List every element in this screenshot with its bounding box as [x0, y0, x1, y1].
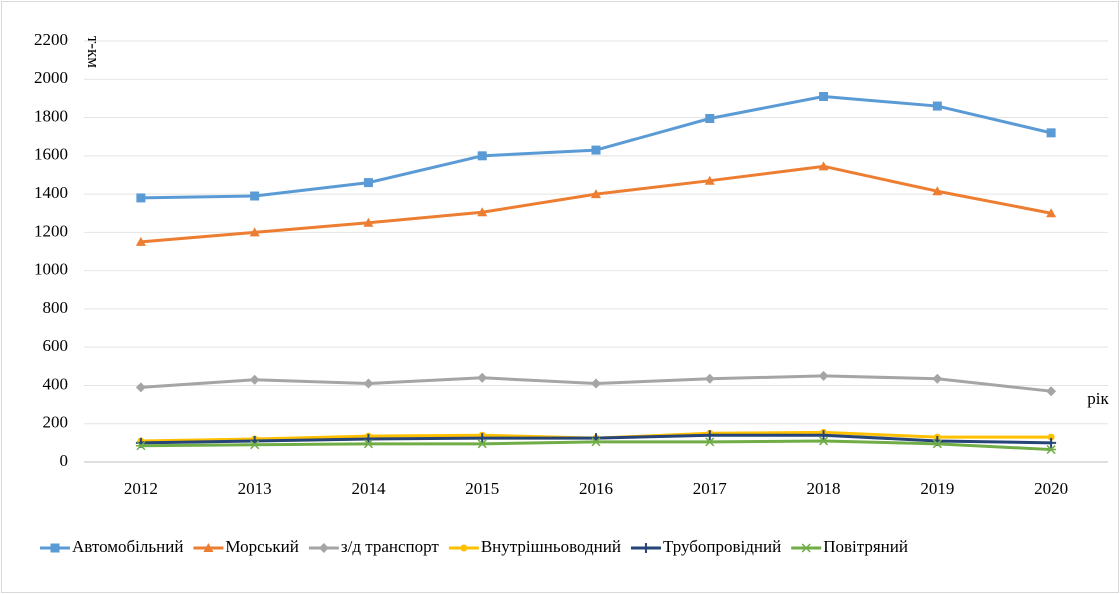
marker [135, 382, 146, 393]
marker [1046, 208, 1057, 218]
x-tick-label: 2016 [579, 479, 613, 498]
marker [818, 436, 829, 446]
marker [1046, 128, 1056, 138]
marker [705, 114, 715, 124]
y-tick-label: 2200 [34, 30, 68, 49]
marker [640, 543, 651, 553]
marker [818, 430, 829, 441]
y-tick-label: 200 [43, 413, 69, 432]
x-axis-label: рік [1087, 389, 1109, 408]
x-tick-label: 2020 [1034, 479, 1068, 498]
legend-item: Морський [193, 537, 299, 556]
marker [1046, 437, 1057, 448]
y-axis-label: т-км [84, 36, 103, 68]
marker [135, 236, 146, 246]
marker [249, 374, 260, 385]
y-tick-label: 800 [43, 298, 69, 317]
legend-label: Повітряний [823, 537, 908, 556]
legend-label: Автомобільний [72, 537, 183, 556]
marker [250, 191, 260, 201]
legend-label: Трубопровідний [663, 537, 781, 556]
y-tick-label: 600 [43, 336, 69, 355]
marker [318, 543, 329, 553]
x-tick-label: 2019 [920, 479, 954, 498]
marker [249, 440, 260, 450]
marker [801, 543, 812, 553]
marker [591, 145, 601, 155]
marker [477, 151, 487, 161]
marker [477, 439, 488, 449]
marker [363, 217, 374, 227]
legend-item: Внутрішньоводний [448, 537, 621, 556]
marker [819, 91, 829, 101]
y-tick-label: 1600 [34, 145, 68, 164]
marker [477, 372, 488, 383]
y-tick-label: 1800 [34, 106, 68, 125]
y-tick-label: 400 [43, 374, 69, 393]
marker [932, 439, 943, 449]
y-tick-label: 0 [60, 451, 69, 470]
marker [135, 441, 146, 451]
marker [136, 193, 146, 203]
marker [460, 544, 468, 552]
legend-label: Морський [225, 537, 298, 556]
legend-item: Повітряний [791, 537, 908, 556]
y-tick-label: 1200 [34, 221, 68, 240]
x-tick-label: 2013 [238, 479, 272, 498]
y-tick-label: 1000 [34, 260, 68, 279]
y-tick-label: 1400 [34, 183, 68, 202]
marker [1047, 433, 1055, 441]
x-tick-label: 2012 [124, 479, 158, 498]
legend-item: Автомобільний [40, 537, 183, 556]
marker [704, 373, 715, 384]
marker [249, 227, 260, 237]
marker [704, 437, 715, 447]
legend-label: з/д транспорт [341, 537, 440, 556]
legend-item: Трубопровідний [630, 537, 781, 556]
marker [363, 178, 373, 188]
x-tick-label: 2015 [465, 479, 499, 498]
marker [932, 186, 943, 196]
marker [932, 373, 943, 384]
marker [591, 189, 601, 199]
marker [818, 161, 829, 171]
marker [477, 207, 488, 217]
x-tick-label: 2018 [807, 479, 841, 498]
x-tick-label: 2017 [693, 479, 728, 498]
marker [818, 370, 829, 381]
marker [1046, 445, 1057, 455]
marker [932, 101, 942, 111]
legend-item: з/д транспорт [308, 537, 440, 556]
marker [363, 439, 374, 449]
x-tick-label: 2014 [351, 479, 386, 498]
marker [477, 433, 488, 444]
marker [591, 437, 601, 447]
y-tick-label: 2000 [34, 68, 68, 87]
marker [591, 378, 601, 389]
legend-label: Внутрішньоводний [481, 537, 621, 556]
marker [203, 543, 214, 552]
marker [1046, 386, 1057, 397]
marker [704, 430, 715, 441]
marker [704, 175, 715, 185]
marker [50, 543, 60, 553]
marker [363, 378, 374, 389]
